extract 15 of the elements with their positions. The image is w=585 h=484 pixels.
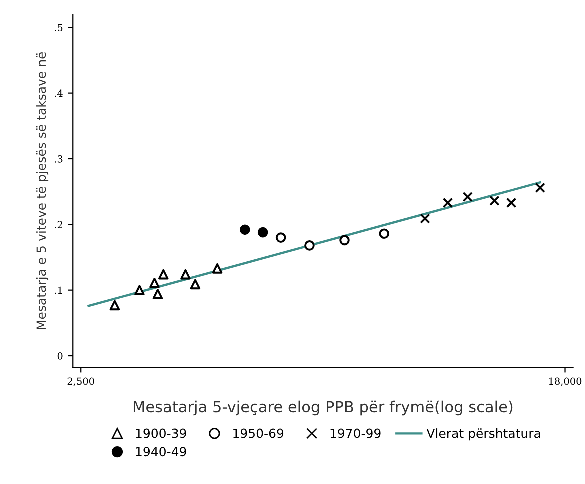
y-axis-title: Mesatarja e 5 viteve të pjesës së taksave në xyxy=(36,52,49,330)
y-tick-label: .4 xyxy=(55,90,63,98)
y-tick-label: .3 xyxy=(55,155,63,163)
y-tick-label: .5 xyxy=(55,24,63,32)
x-axis-title: Mesatarja 5-vjeçare elog PPB për frymë(log scale) xyxy=(134,400,513,416)
legend-label: 1940-49 xyxy=(136,447,186,457)
x-tick-label: 2,500 xyxy=(68,378,94,386)
y-tick-label: .2 xyxy=(55,221,62,229)
y-tick-label: .1 xyxy=(55,286,62,294)
x-tick-label: 18,000 xyxy=(549,378,582,386)
y-tick-label: 0 xyxy=(58,352,63,360)
legend-label: 1970-99 xyxy=(330,428,381,438)
legend-label: 1900-39 xyxy=(136,428,186,438)
legend-label: 1950-69 xyxy=(234,428,284,438)
legend-label: Vlerat përshtatura xyxy=(426,428,540,441)
